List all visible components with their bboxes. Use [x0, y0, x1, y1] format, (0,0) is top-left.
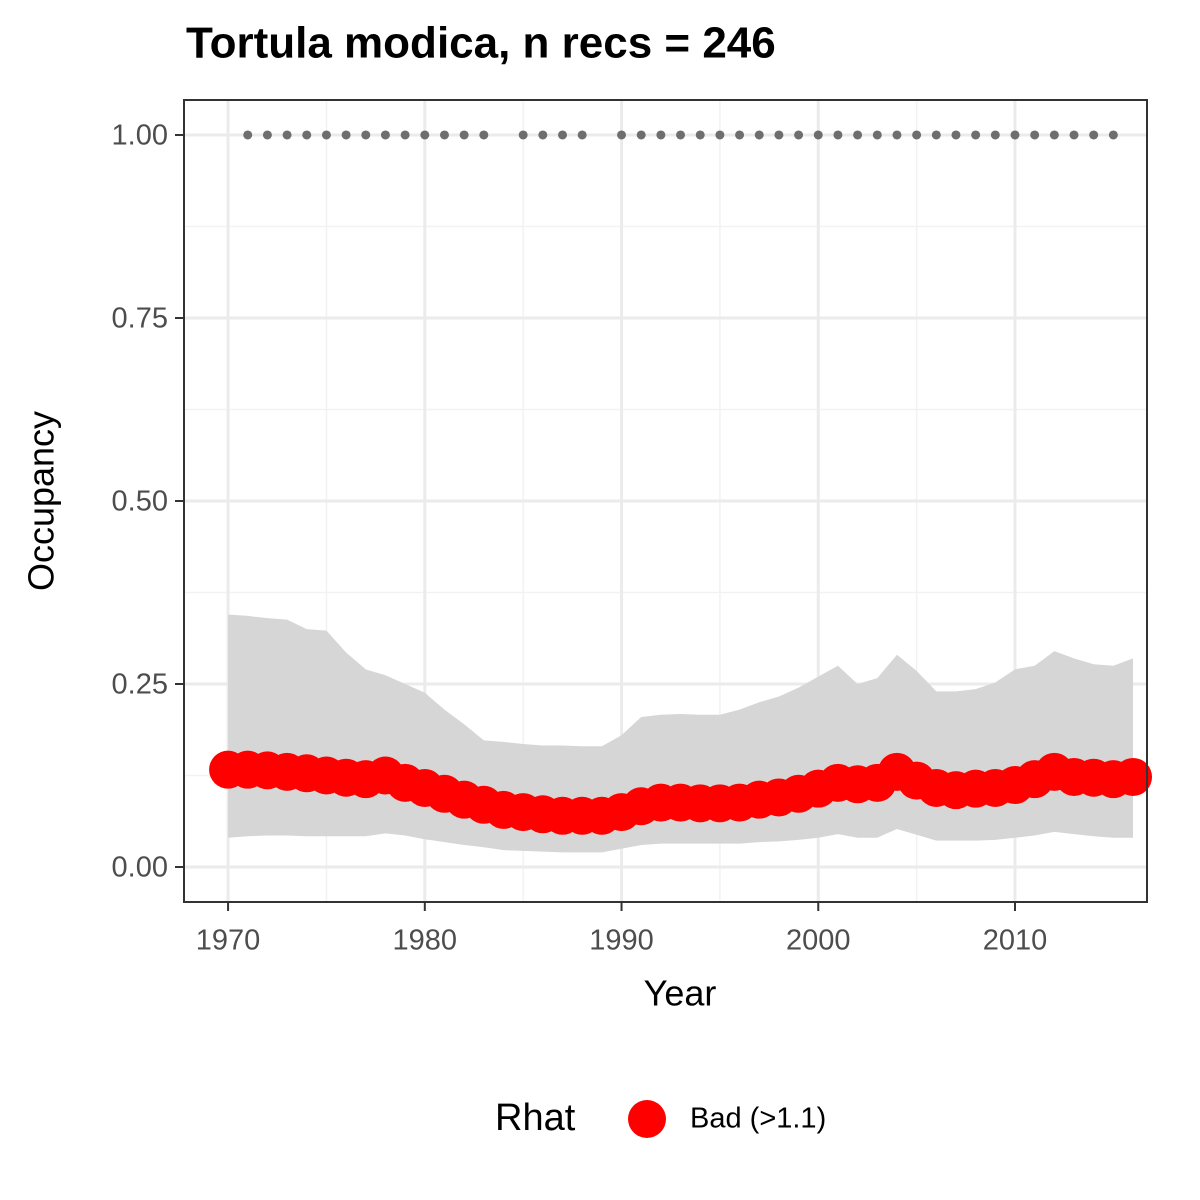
- record-dot: [971, 130, 981, 140]
- record-dot: [361, 130, 371, 140]
- record-dot: [892, 130, 902, 140]
- legend-title: Rhat: [495, 1097, 576, 1139]
- x-axis-title: Year: [644, 973, 717, 1014]
- record-dot: [459, 130, 469, 140]
- point: [1114, 757, 1153, 796]
- y-tick-label: 0.50: [112, 486, 168, 518]
- x-tick-label: 2010: [983, 925, 1048, 957]
- record-dot: [1089, 130, 1099, 140]
- y-tick-label: 1.00: [112, 120, 168, 152]
- legend-label: Bad (>1.1): [690, 1103, 826, 1135]
- y-tick-label: 0.25: [112, 669, 168, 701]
- record-dot: [341, 130, 351, 140]
- record-dot: [735, 130, 745, 140]
- record-dot: [380, 130, 390, 140]
- record-dot: [1108, 130, 1118, 140]
- record-dot: [321, 130, 331, 140]
- record-dot: [833, 130, 843, 140]
- record-dot: [262, 130, 272, 140]
- record-dot: [1030, 130, 1040, 140]
- record-dot: [715, 130, 725, 140]
- x-tick-label: 1970: [196, 925, 261, 957]
- record-dot: [400, 130, 410, 140]
- record-dot: [1049, 130, 1059, 140]
- record-dot: [931, 130, 941, 140]
- record-dot: [813, 130, 823, 140]
- record-dot: [636, 130, 646, 140]
- record-dot: [302, 130, 312, 140]
- x-tick-label: 1980: [393, 925, 458, 957]
- y-axis-title: Occupancy: [21, 411, 62, 591]
- record-dot: [794, 130, 804, 140]
- record-dot: [951, 130, 961, 140]
- record-dot: [656, 130, 666, 140]
- record-dot: [754, 130, 764, 140]
- record-dot: [518, 130, 528, 140]
- record-dot: [1010, 130, 1020, 140]
- record-dot: [676, 130, 686, 140]
- record-dot: [420, 130, 430, 140]
- record-dot: [439, 130, 449, 140]
- record-dot: [872, 130, 882, 140]
- record-dot: [774, 130, 784, 140]
- record-dot: [558, 130, 568, 140]
- x-tick-label: 1990: [589, 925, 654, 957]
- record-dot: [617, 130, 627, 140]
- record-dot: [695, 130, 705, 140]
- x-tick-label: 2000: [786, 925, 851, 957]
- record-dot: [243, 130, 253, 140]
- legend-key: [628, 1100, 666, 1138]
- record-dot: [538, 130, 548, 140]
- y-tick-label: 0.00: [112, 852, 168, 884]
- record-dot: [479, 130, 489, 140]
- record-dot: [853, 130, 863, 140]
- record-dot: [282, 130, 292, 140]
- record-dot: [577, 130, 587, 140]
- record-dot: [912, 130, 922, 140]
- record-dot: [1069, 130, 1079, 140]
- record-dot: [990, 130, 1000, 140]
- y-tick-label: 0.75: [112, 303, 168, 335]
- chart-title: Tortula modica, n recs = 246: [186, 19, 776, 68]
